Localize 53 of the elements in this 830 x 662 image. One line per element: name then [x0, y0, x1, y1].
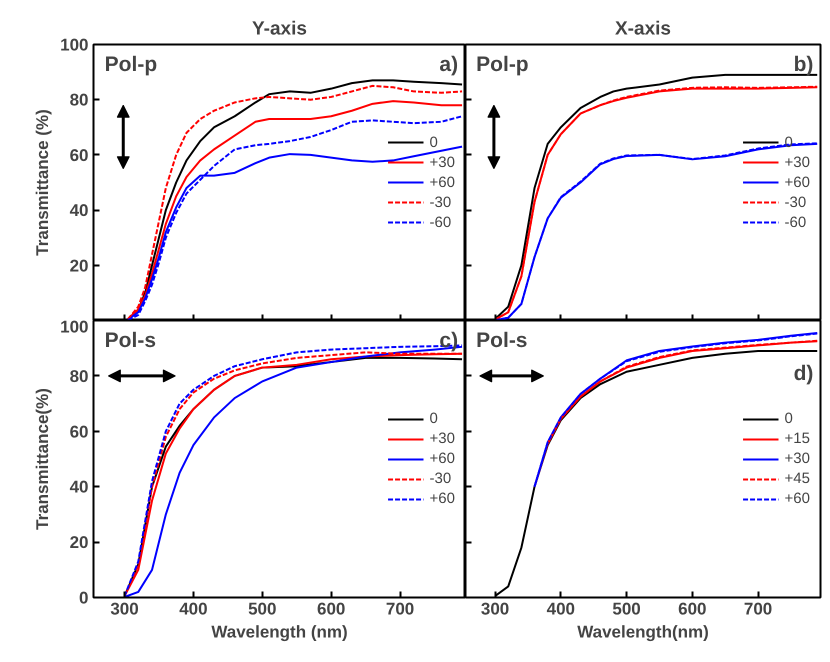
x-axis-title: Wavelength (nm): [211, 622, 348, 642]
y-tick-label: 40: [70, 478, 89, 497]
annotation: Pol-p: [476, 52, 529, 76]
legend-label: -30: [784, 194, 806, 210]
legend-label: 0: [430, 410, 439, 427]
legend-label: +30: [784, 450, 810, 467]
x-tick-label: 500: [248, 600, 276, 618]
x-tick-label: 400: [179, 600, 208, 618]
annotation: Pol-s: [104, 328, 156, 352]
legend-label: +15: [784, 430, 810, 447]
legend-label: -30: [430, 470, 452, 487]
legend-label: 0: [784, 410, 794, 427]
legend-label: -30: [430, 194, 452, 210]
y-tick-label: 80: [70, 366, 89, 386]
chart-title: X-axis: [615, 18, 671, 40]
legend-label: +45: [784, 470, 810, 487]
legend-label: +60: [430, 174, 455, 190]
chart-title: Y-axis: [252, 18, 307, 40]
annotation: a): [439, 52, 458, 76]
annotation: b): [794, 52, 814, 76]
legend-label: +60: [784, 490, 810, 507]
annotation: d): [794, 362, 814, 386]
legend-label: +30: [430, 430, 455, 447]
legend-label: -60: [430, 214, 452, 230]
x-tick-label: 300: [110, 600, 139, 618]
y-tick-label: 40: [70, 201, 89, 220]
legend-label: +60: [784, 174, 810, 190]
y-tick-label: 80: [70, 90, 89, 110]
x-tick-label: 300: [480, 600, 510, 618]
legend-label: 0: [430, 134, 439, 150]
y-tick-label: 20: [70, 256, 89, 276]
x-tick-label: 600: [316, 600, 346, 618]
y-tick-label: 60: [70, 146, 89, 165]
y-axis-title: Transmittance(%): [33, 388, 52, 530]
legend-label: +30: [430, 154, 455, 170]
y-tick-label: 100: [60, 318, 89, 336]
x-tick-label: 700: [386, 600, 414, 618]
y-tick-label: 0: [79, 588, 89, 608]
legend-label: -60: [784, 214, 806, 230]
x-tick-label: 400: [546, 600, 576, 618]
legend-label: +60: [430, 450, 455, 467]
annotation: Pol-s: [476, 328, 528, 352]
y-tick-label: 100: [60, 36, 89, 54]
y-tick-label: 60: [70, 422, 89, 442]
x-tick-label: 600: [678, 600, 706, 618]
legend-label: +30: [784, 154, 810, 170]
x-tick-label: 500: [612, 600, 641, 618]
y-axis-title: Transmittance (%): [33, 109, 52, 256]
x-tick-label: 700: [744, 600, 772, 618]
annotation: Pol-p: [104, 52, 158, 76]
legend-label: +60: [430, 490, 455, 507]
x-axis-title: Wavelength(nm): [577, 622, 709, 642]
y-tick-label: 20: [70, 533, 89, 552]
